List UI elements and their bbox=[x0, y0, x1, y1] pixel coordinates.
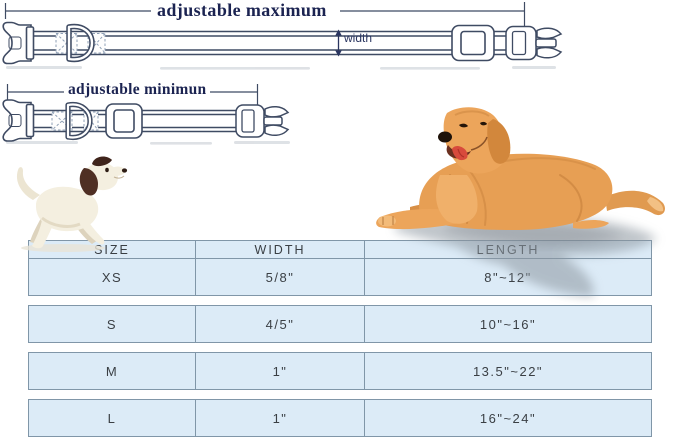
male-buckle-icon bbox=[235, 104, 290, 138]
cell-length: 8"~12" bbox=[364, 258, 652, 296]
male-buckle-icon bbox=[505, 25, 563, 61]
female-buckle-icon bbox=[2, 99, 35, 142]
cell-length: 13.5"~22" bbox=[364, 352, 652, 390]
cell-length: 16"~24" bbox=[364, 399, 652, 437]
small-dog-illustration bbox=[16, 156, 128, 252]
cell-length: 10"~16" bbox=[364, 305, 652, 343]
width-annotation-label: width bbox=[344, 31, 373, 45]
d-ring-icon bbox=[65, 101, 93, 141]
table-row-m: M 1" 13.5"~22" bbox=[28, 352, 652, 390]
tri-glide-slider-icon bbox=[451, 24, 495, 62]
size-chart-table: SIZE WIDTH LENGTH XS 5/8" 8"~12" S 4/5" … bbox=[28, 240, 652, 437]
female-buckle-icon bbox=[2, 21, 35, 65]
adjustable-maximum-label: adjustable maximum bbox=[157, 0, 327, 20]
column-header-length: LENGTH bbox=[364, 240, 652, 259]
cell-width: 1" bbox=[195, 352, 365, 390]
table-row-l: L 1" 16"~24" bbox=[28, 399, 652, 437]
d-ring-icon bbox=[66, 23, 95, 63]
cell-width: 5/8" bbox=[195, 258, 365, 296]
column-header-size: SIZE bbox=[28, 240, 196, 259]
tri-glide-slider-icon bbox=[105, 103, 143, 139]
cell-width: 1" bbox=[195, 399, 365, 437]
table-row-s: S 4/5" 10"~16" bbox=[28, 305, 652, 343]
adjustable-minimum-label: adjustable minimun bbox=[68, 81, 207, 98]
width-arrow-icon bbox=[335, 29, 342, 57]
cell-size: L bbox=[28, 399, 196, 437]
column-header-width: WIDTH bbox=[195, 240, 365, 259]
cell-width: 4/5" bbox=[195, 305, 365, 343]
table-header-row: SIZE WIDTH LENGTH bbox=[28, 240, 652, 259]
cell-size: S bbox=[28, 305, 196, 343]
table-row-xs: XS 5/8" 8"~12" bbox=[28, 258, 652, 296]
cell-size: M bbox=[28, 352, 196, 390]
cell-size: XS bbox=[28, 258, 196, 296]
